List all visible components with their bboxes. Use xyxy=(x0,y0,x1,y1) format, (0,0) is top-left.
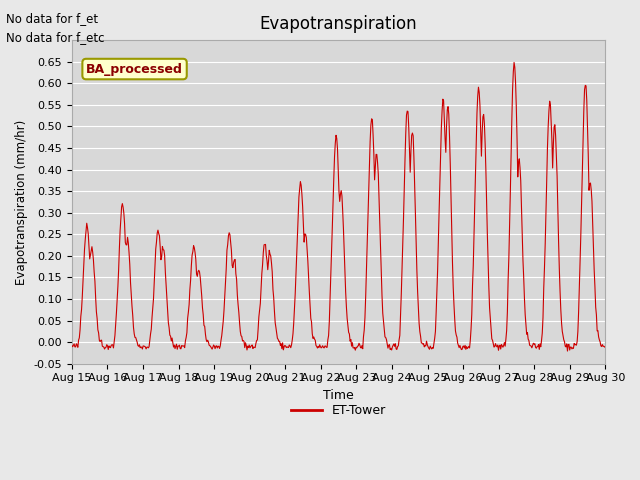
X-axis label: Time: Time xyxy=(323,389,354,402)
Text: BA_processed: BA_processed xyxy=(86,62,183,75)
Y-axis label: Evapotranspiration (mm/hr): Evapotranspiration (mm/hr) xyxy=(15,120,28,285)
Legend: ET-Tower: ET-Tower xyxy=(286,399,391,422)
Text: No data for f_et: No data for f_et xyxy=(6,12,99,25)
Title: Evapotranspiration: Evapotranspiration xyxy=(260,15,417,33)
Text: No data for f_etc: No data for f_etc xyxy=(6,31,105,44)
